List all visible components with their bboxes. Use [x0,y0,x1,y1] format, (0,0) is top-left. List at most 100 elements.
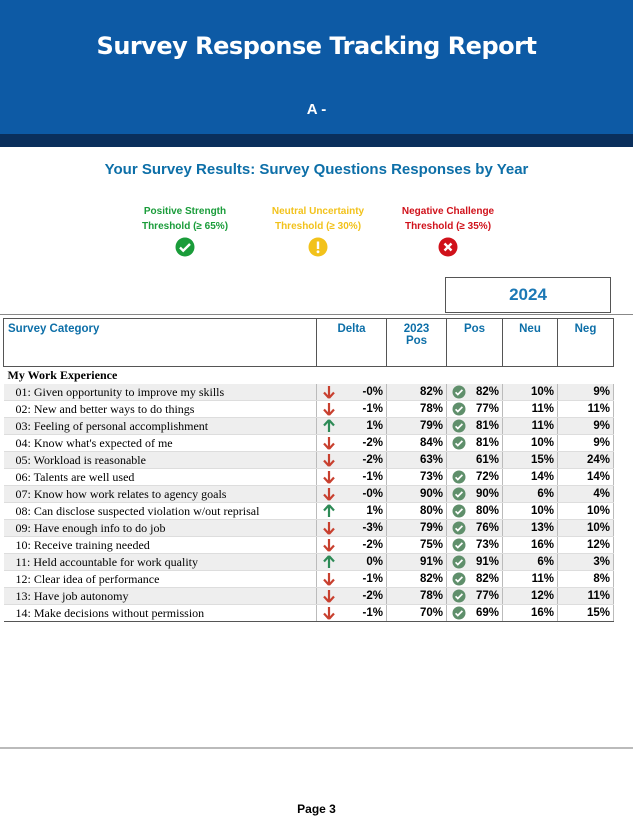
pos-value: 77% [475,403,499,415]
delta-cell: -2% [316,536,387,554]
table-row: 09: Have enough info to do job -3% 79% 76% 1… [3,519,614,537]
question-label: 11: Held accountable for work quality [3,553,317,571]
table-row: 11: Held accountable for work quality 0% 9… [3,553,614,571]
column-header: Survey Category [3,318,317,367]
pos-value: 81% [475,437,499,449]
delta-value: 0% [366,556,383,568]
neu-value: 10% [502,502,558,520]
pos-value: 61% [475,454,499,466]
neu-value: 15% [502,451,558,469]
column-header: Neg [557,318,614,367]
table-row: 08: Can disclose suspected violation w/o… [3,502,614,520]
pos-2023: 90% [386,485,447,503]
check-icon [452,385,466,399]
table-row: 02: New and better ways to do things -1% 7… [3,400,614,418]
check-icon [452,521,466,535]
pos-value: 81% [475,420,499,432]
pos-2023: 82% [386,384,447,401]
legend-item: Negative Challenge Threshold (≥ 35%) [378,204,518,257]
neu-value: 10% [502,384,558,401]
question-label: 14: Make decisions without permission [3,604,317,622]
neu-value: 11% [502,417,558,435]
delta-value: -1% [362,471,383,483]
pos-cell: 82% [446,384,503,401]
neu-value: 6% [502,485,558,503]
trend-arrow [323,522,335,535]
neg-value: 3% [557,553,614,571]
neg-value: 10% [557,502,614,520]
pos-2023: 84% [386,434,447,452]
neg-value: 11% [557,587,614,605]
column-header: Pos [446,318,503,367]
question-label: 06: Talents are well used [3,468,317,486]
pos-cell: 76% [446,519,503,537]
trend-arrow [323,590,335,603]
check-icon [452,555,466,569]
delta-cell: 0% [316,553,387,571]
check-icon [452,504,466,518]
pos-cell: 72% [446,468,503,486]
legend-item: Neutral Uncertainty Threshold (≥ 30%) [248,204,388,257]
table-row: 13: Have job autonomy -2% 78% 77% 12% 11% [3,587,614,605]
trend-arrow [323,555,335,568]
pos-value: 72% [475,471,499,483]
legend-threshold: Threshold (≥ 35%) [404,221,492,232]
neu-value: 11% [502,400,558,418]
delta-cell: -1% [316,604,387,622]
cross-icon [438,237,458,257]
pos-value: 76% [475,522,499,534]
delta-cell: -1% [316,468,387,486]
neg-value: 24% [557,451,614,469]
table-row: 07: Know how work relates to agency goal… [3,485,614,503]
delta-value: -3% [362,522,383,534]
question-label: 09: Have enough info to do job [3,519,317,537]
pos-2023: 80% [386,502,447,520]
table-row: 01: Given opportunity to improve my skil… [3,384,614,401]
delta-value: -1% [362,573,383,585]
check-icon [452,419,466,433]
neg-value: 15% [557,604,614,622]
question-label: 03: Feeling of personal accomplishment [3,417,317,435]
neu-value: 16% [502,536,558,554]
check-icon [452,487,466,501]
table-row: 04: Know what's expected of me -2% 84% 81% 1… [3,434,614,452]
table-row: 12: Clear idea of performance -1% 82% 82% 11… [3,570,614,588]
pos-cell: 77% [446,587,503,605]
pos-cell: 77% [446,400,503,418]
delta-cell: -2% [316,587,387,605]
report-subtitle: A - [306,101,327,118]
results-table: Survey Category Delta 2023 Pos Pos Neu Neg My… [3,318,614,622]
question-label: 07: Know how work relates to agency goal… [3,485,317,503]
group-row: My Work Experience [4,367,614,385]
check-icon [452,402,466,416]
neu-value: 13% [502,519,558,537]
legend-name: Neutral Uncertainty [271,206,365,217]
legend-threshold: Threshold (≥ 65%) [141,221,229,232]
section-title: Your Survey Results: Survey Questions Re… [104,161,529,178]
neg-value: 9% [557,384,614,401]
neg-value: 9% [557,434,614,452]
trend-arrow [323,539,335,552]
table-row: 03: Feeling of personal accomplishment 1%… [3,417,614,435]
delta-value: -2% [362,437,383,449]
neu-value: 10% [502,434,558,452]
pos-value: 80% [475,505,499,517]
question-label: 13: Have job autonomy [3,587,317,605]
trend-arrow [323,454,335,467]
warning-icon [308,237,328,257]
pos-cell: 81% [446,417,503,435]
delta-value: 1% [366,505,383,517]
table-row: 05: Workload is reasonable -2% 63% 61% 15% 24… [3,451,614,469]
pos-cell: 73% [446,536,503,554]
trend-arrow [323,607,335,620]
delta-cell: -2% [316,451,387,469]
delta-cell: -1% [316,400,387,418]
delta-value: -0% [362,488,383,500]
neg-value: 8% [557,570,614,588]
pos-cell: 69% [446,604,503,622]
group-label: My Work Experience [7,368,118,382]
page-number: Page 3 [297,802,336,816]
pos-cell: 82% [446,570,503,588]
check-icon [175,237,195,257]
pos-cell: 80% [446,502,503,520]
